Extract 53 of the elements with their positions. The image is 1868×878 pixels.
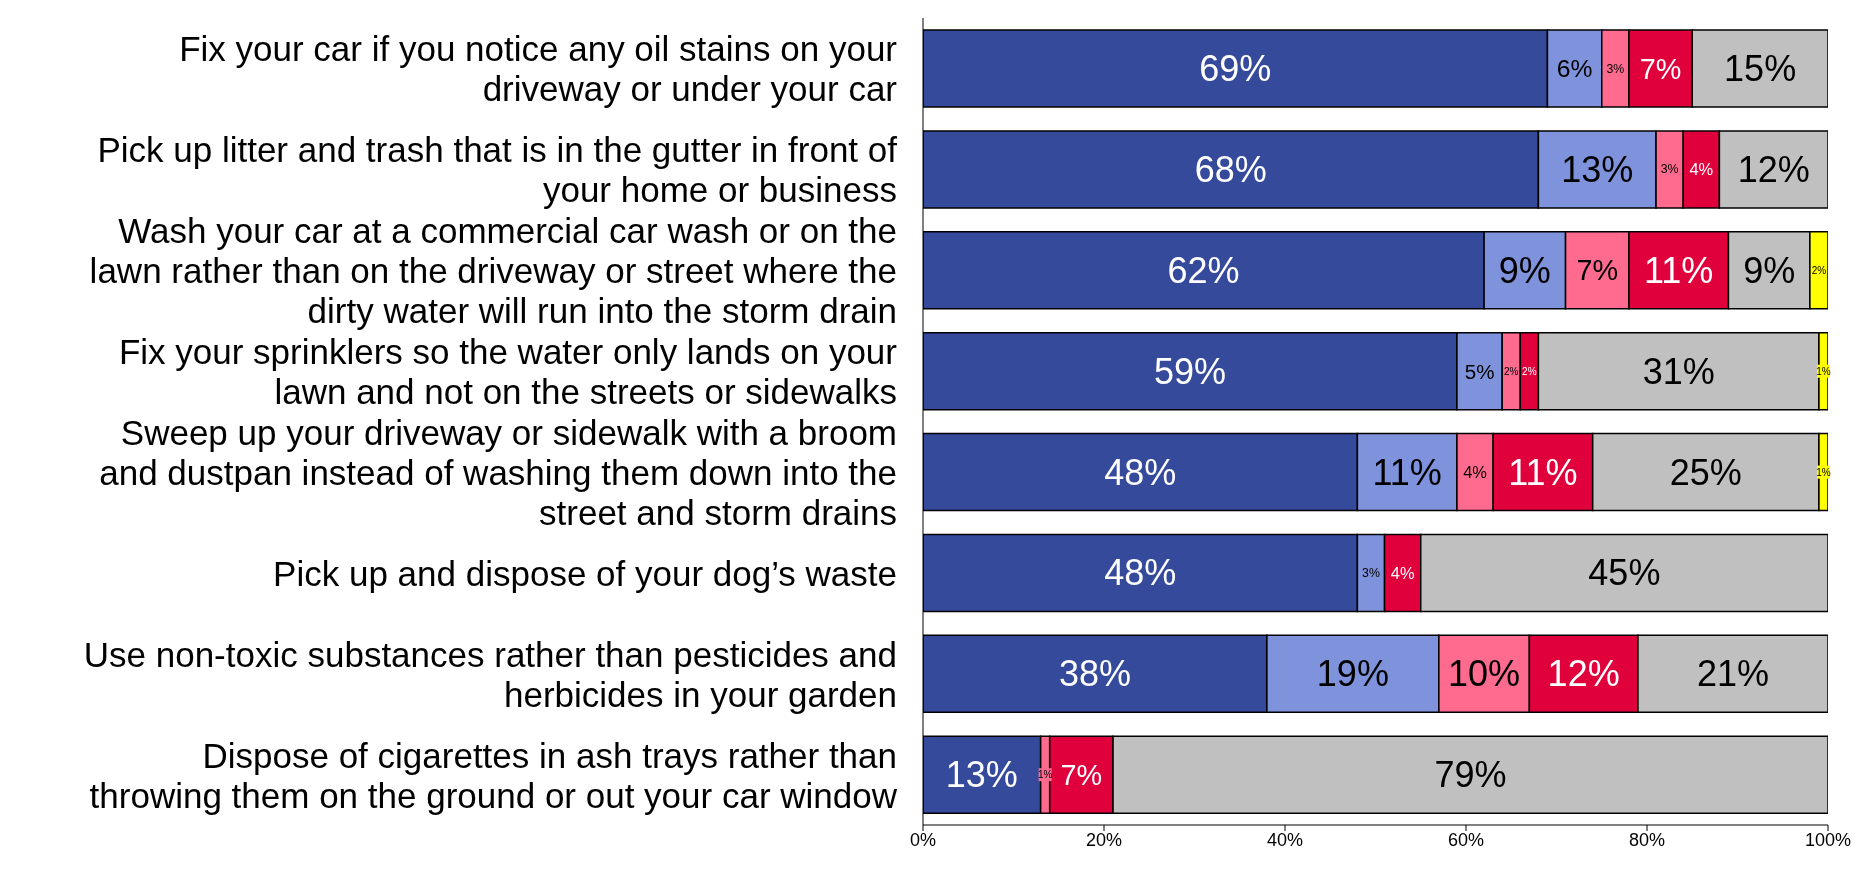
- data-label: 38%: [1058, 653, 1131, 695]
- x-tick-label: 60%: [1447, 829, 1485, 850]
- y-tick-label: Fix your car if you notice any oil stains on your driveway or under your car: [179, 28, 898, 108]
- data-label: 3%: [1606, 61, 1625, 76]
- y-tick-label: Wash your car at a commercial car wash or on the lawn rather than on the driveway or street where the dirty water will run into the storm drain: [89, 210, 897, 330]
- data-label: 45%: [1588, 552, 1661, 594]
- y-tick-label: Pick up and dispose of your dog’s waste: [273, 553, 897, 593]
- data-label: 11%: [1643, 249, 1714, 291]
- data-label: 7%: [1060, 758, 1103, 791]
- data-label: 7%: [1576, 254, 1619, 287]
- data-label: 68%: [1194, 148, 1267, 190]
- data-label: 10%: [1448, 653, 1521, 695]
- data-label: 69%: [1199, 48, 1272, 90]
- data-label: 4%: [1463, 463, 1488, 482]
- data-label: 4%: [1689, 160, 1714, 179]
- data-label: 21%: [1696, 653, 1770, 695]
- y-tick-label: Dispose of cigarettes in ash trays rather than throwing them on the ground or out your car window: [89, 735, 898, 815]
- x-tick-label: 0%: [909, 829, 937, 850]
- data-label: 3%: [1362, 565, 1380, 580]
- data-label: 13%: [945, 754, 1018, 796]
- data-label: 1%: [1037, 769, 1053, 781]
- data-label: 9%: [1743, 249, 1796, 291]
- data-label: 79%: [1434, 754, 1507, 796]
- data-label: 13%: [1561, 148, 1634, 190]
- x-tick-label: 100%: [1804, 829, 1852, 850]
- data-label: 12%: [1737, 148, 1810, 190]
- data-label: 7%: [1639, 52, 1682, 85]
- data-label: 15%: [1724, 48, 1797, 90]
- data-label: 11%: [1508, 451, 1578, 493]
- data-label: 48%: [1104, 552, 1177, 594]
- y-tick-label: Use non-toxic substances rather than pesticides and herbicides in your garden: [83, 634, 897, 714]
- data-label: 5%: [1464, 359, 1495, 383]
- data-label: 6%: [1556, 55, 1593, 83]
- data-label: 2%: [1504, 365, 1519, 377]
- data-label: 2%: [1522, 365, 1537, 377]
- y-tick-label: Sweep up your driveway or sidewalk with a broom and dustpan instead of washing them down into the street and storm drains: [99, 412, 897, 532]
- data-label: 48%: [1104, 451, 1177, 493]
- y-tick-label: Pick up litter and trash that is in the gutter in front of your home or business: [97, 129, 898, 209]
- x-tick-label: 20%: [1085, 829, 1123, 850]
- x-tick-label: 80%: [1628, 829, 1666, 850]
- data-label: 31%: [1642, 350, 1715, 392]
- data-label: 3%: [1660, 162, 1679, 177]
- data-label: 11%: [1372, 451, 1442, 493]
- data-label: 19%: [1316, 653, 1389, 695]
- data-label: 9%: [1498, 249, 1551, 291]
- data-label: 4%: [1390, 563, 1415, 582]
- data-label: 25%: [1669, 451, 1742, 493]
- data-label: 12%: [1547, 653, 1620, 695]
- y-tick-label: Fix your sprinklers so the water only lands on your lawn and not on the streets or sidewalks: [118, 331, 898, 411]
- x-tick-label: 40%: [1266, 829, 1304, 850]
- data-label: 62%: [1167, 249, 1240, 291]
- data-label: 59%: [1153, 350, 1227, 392]
- data-label: 2%: [1811, 264, 1827, 276]
